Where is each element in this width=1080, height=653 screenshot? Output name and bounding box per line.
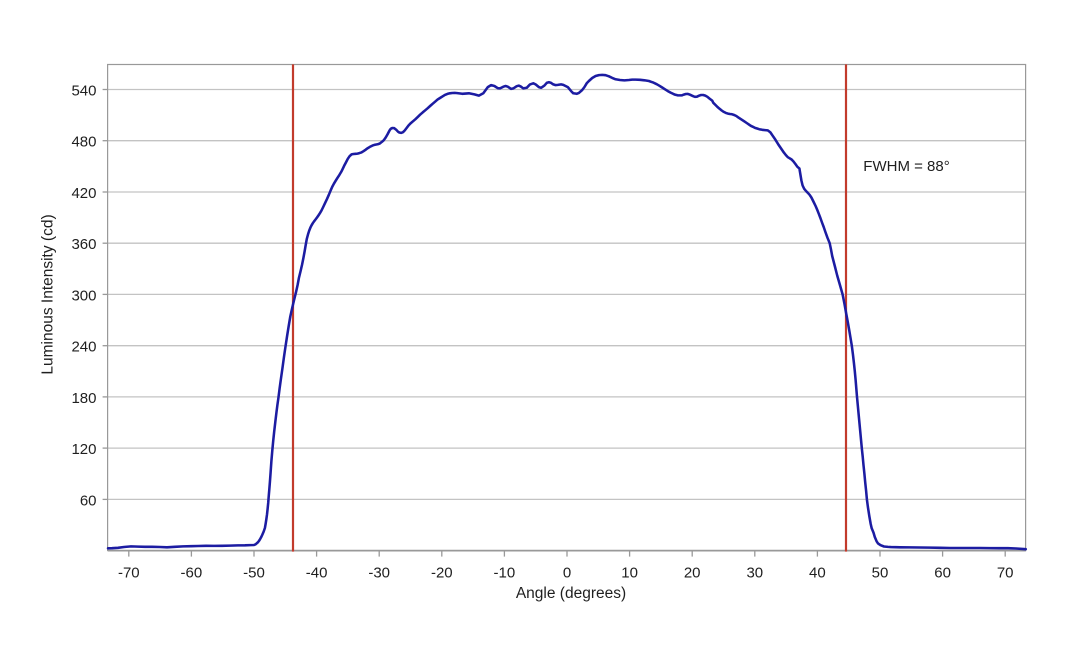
svg-text:480: 480	[71, 134, 96, 151]
svg-text:50: 50	[872, 565, 889, 582]
svg-text:30: 30	[746, 565, 763, 582]
svg-text:70: 70	[997, 565, 1014, 582]
svg-text:20: 20	[684, 565, 701, 582]
svg-text:10: 10	[621, 565, 638, 582]
svg-text:-60: -60	[181, 565, 203, 582]
svg-text:-40: -40	[306, 565, 328, 582]
svg-text:120: 120	[71, 441, 96, 458]
svg-text:-20: -20	[431, 565, 453, 582]
svg-text:420: 420	[71, 185, 96, 202]
svg-text:-70: -70	[118, 565, 140, 582]
svg-text:-30: -30	[368, 565, 390, 582]
svg-text:Angle (degrees): Angle (degrees)	[516, 585, 626, 602]
svg-text:300: 300	[71, 287, 96, 304]
svg-text:-10: -10	[494, 565, 516, 582]
svg-text:180: 180	[71, 390, 96, 407]
svg-text:40: 40	[809, 565, 826, 582]
svg-text:60: 60	[80, 492, 97, 509]
svg-text:60: 60	[934, 565, 951, 582]
svg-text:Luminous Intensity (cd): Luminous Intensity (cd)	[40, 214, 57, 374]
svg-text:360: 360	[71, 236, 96, 253]
svg-text:540: 540	[71, 82, 96, 99]
svg-text:0: 0	[563, 565, 571, 582]
svg-text:240: 240	[71, 339, 96, 356]
svg-text:-50: -50	[243, 565, 265, 582]
svg-text:FWHM = 88°: FWHM = 88°	[863, 158, 949, 175]
